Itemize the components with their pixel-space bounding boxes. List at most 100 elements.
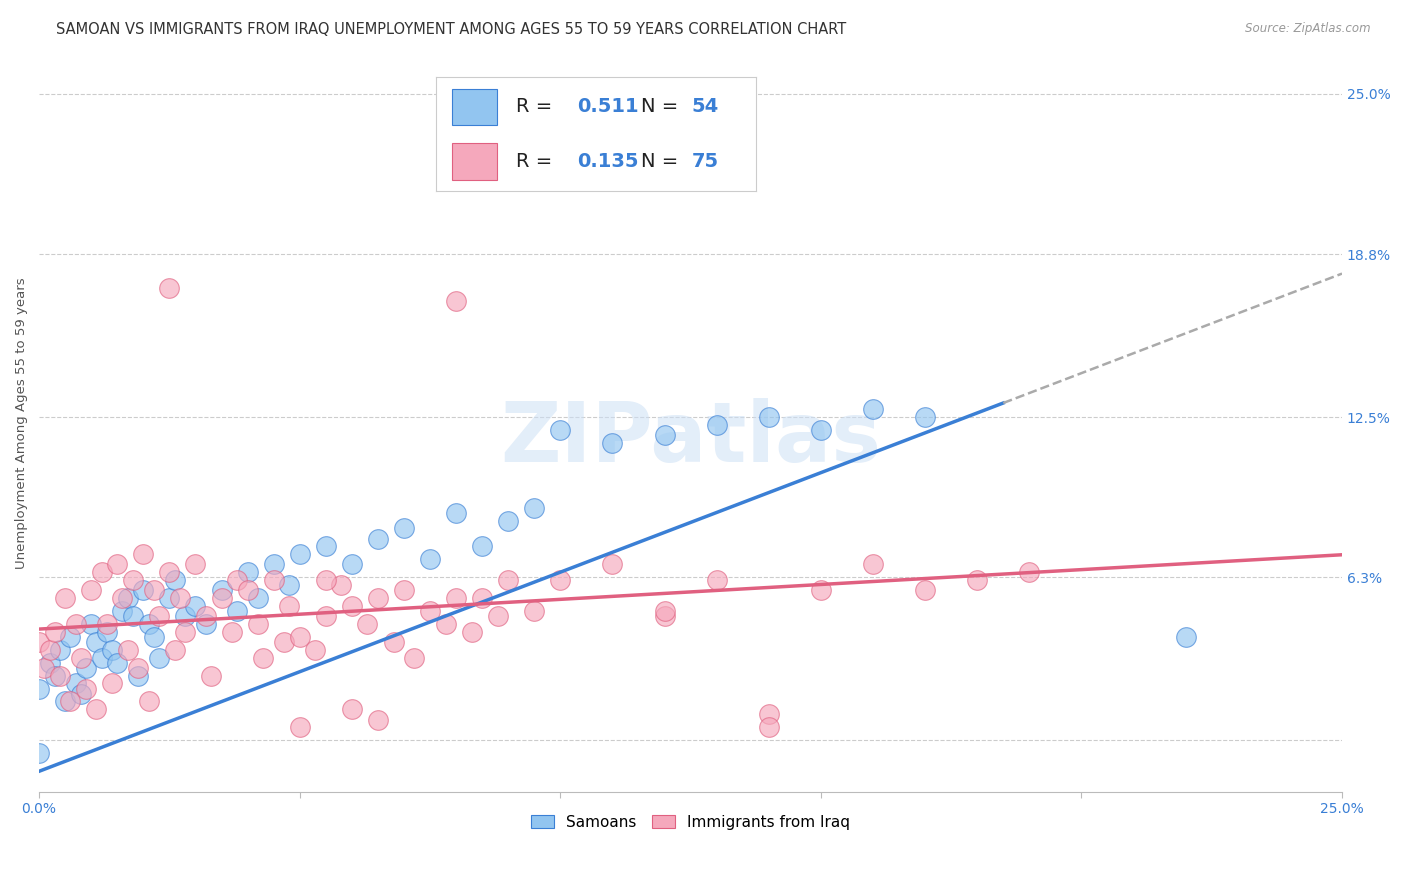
Point [654,609,676,624]
Point [157,565,180,579]
Point [59,630,82,644]
Point [1018,565,1040,579]
Point [444,506,467,520]
Point [392,521,415,535]
Point [486,609,509,624]
Point [444,293,467,308]
Point [59,694,82,708]
Point [138,616,160,631]
Point [602,558,624,572]
Text: ZIPatlas: ZIPatlas [501,398,882,479]
Point [654,428,676,442]
Point [38,642,60,657]
Point [132,583,155,598]
Point [315,609,337,624]
Point [758,720,780,734]
Point [278,599,301,613]
Point [90,650,112,665]
Point [246,616,269,631]
Point [654,604,676,618]
Point [75,681,97,696]
Point [28,635,51,649]
Point [382,635,405,649]
Point [96,616,118,631]
Point [548,573,571,587]
Point [111,591,134,605]
Legend: Samoans, Immigrants from Iraq: Samoans, Immigrants from Iraq [524,809,856,836]
Point [330,578,353,592]
Point [706,573,728,587]
Point [315,573,337,587]
Point [65,676,87,690]
Point [132,547,155,561]
Point [28,746,51,760]
Point [471,540,494,554]
Point [236,583,259,598]
Point [148,650,170,665]
Point [90,565,112,579]
Point [80,583,103,598]
Point [127,661,149,675]
Point [706,417,728,432]
Point [246,591,269,605]
Point [288,720,311,734]
Point [101,642,124,657]
Point [163,573,186,587]
Point [862,402,884,417]
Point [315,540,337,554]
Point [226,573,249,587]
Point [53,694,76,708]
Point [49,642,72,657]
Point [221,624,243,639]
Point [44,624,66,639]
Point [69,650,91,665]
Point [523,604,546,618]
Point [288,547,311,561]
Point [53,591,76,605]
Point [142,583,165,598]
Point [80,616,103,631]
Point [34,661,56,675]
Point [105,558,128,572]
Point [122,573,145,587]
Point [966,573,988,587]
Point [278,578,301,592]
Point [86,635,108,649]
Point [340,599,363,613]
Point [122,609,145,624]
Point [163,642,186,657]
Point [367,532,389,546]
Point [127,668,149,682]
Point [304,642,326,657]
Point [142,630,165,644]
Point [236,565,259,579]
Point [105,656,128,670]
Point [211,591,233,605]
Point [169,591,191,605]
Point [367,591,389,605]
Point [758,707,780,722]
Point [117,591,139,605]
Point [810,583,832,598]
Point [496,514,519,528]
Point [75,661,97,675]
Point [226,604,249,618]
Point [117,642,139,657]
Point [174,609,197,624]
Point [340,702,363,716]
Point [392,583,415,598]
Point [288,630,311,644]
Point [356,616,378,631]
Point [252,650,274,665]
Point [1174,630,1197,644]
Point [367,713,389,727]
Point [69,687,91,701]
Point [101,676,124,690]
Text: SAMOAN VS IMMIGRANTS FROM IRAQ UNEMPLOYMENT AMONG AGES 55 TO 59 YEARS CORRELATIO: SAMOAN VS IMMIGRANTS FROM IRAQ UNEMPLOYM… [56,22,846,37]
Point [340,558,363,572]
Point [157,281,180,295]
Point [38,656,60,670]
Point [157,591,180,605]
Point [111,604,134,618]
Y-axis label: Unemployment Among Ages 55 to 59 years: Unemployment Among Ages 55 to 59 years [15,277,28,569]
